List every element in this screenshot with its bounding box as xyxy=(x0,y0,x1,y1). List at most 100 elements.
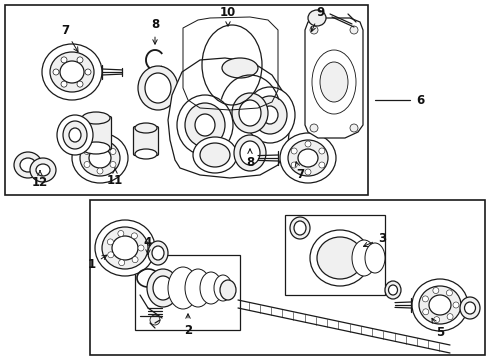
Circle shape xyxy=(77,81,83,87)
Bar xyxy=(135,255,240,330)
Circle shape xyxy=(53,69,59,75)
Text: 10: 10 xyxy=(220,5,236,26)
Polygon shape xyxy=(168,58,290,178)
Ellipse shape xyxy=(89,148,111,168)
Ellipse shape xyxy=(14,152,42,178)
Circle shape xyxy=(131,233,137,239)
FancyBboxPatch shape xyxy=(80,117,112,149)
Ellipse shape xyxy=(200,272,222,304)
Ellipse shape xyxy=(138,66,178,110)
Ellipse shape xyxy=(135,123,157,133)
Ellipse shape xyxy=(112,236,138,260)
Circle shape xyxy=(433,288,439,293)
Circle shape xyxy=(319,162,325,168)
Ellipse shape xyxy=(42,44,102,100)
Ellipse shape xyxy=(239,100,261,126)
Ellipse shape xyxy=(57,115,93,155)
Circle shape xyxy=(61,57,67,63)
Circle shape xyxy=(446,290,452,296)
Ellipse shape xyxy=(195,114,215,136)
Text: 12: 12 xyxy=(32,171,48,189)
Ellipse shape xyxy=(460,297,480,319)
Ellipse shape xyxy=(168,267,198,309)
Ellipse shape xyxy=(365,243,385,273)
Ellipse shape xyxy=(281,146,299,164)
Circle shape xyxy=(310,26,318,34)
Ellipse shape xyxy=(294,221,306,235)
Circle shape xyxy=(423,309,429,315)
Ellipse shape xyxy=(253,96,287,134)
Circle shape xyxy=(422,296,428,302)
Ellipse shape xyxy=(95,220,155,276)
Circle shape xyxy=(291,162,297,168)
Ellipse shape xyxy=(222,58,258,78)
Ellipse shape xyxy=(429,295,451,315)
Text: 8: 8 xyxy=(151,18,159,44)
Text: 6: 6 xyxy=(416,94,424,107)
Circle shape xyxy=(138,245,144,251)
Text: 1: 1 xyxy=(88,255,107,271)
Ellipse shape xyxy=(389,285,397,295)
Circle shape xyxy=(434,317,440,323)
Ellipse shape xyxy=(298,149,318,167)
Text: 7: 7 xyxy=(295,162,304,181)
Ellipse shape xyxy=(102,227,148,269)
Circle shape xyxy=(97,142,103,148)
Ellipse shape xyxy=(280,133,336,183)
Circle shape xyxy=(305,141,311,147)
Ellipse shape xyxy=(185,103,225,147)
Ellipse shape xyxy=(419,286,461,324)
Ellipse shape xyxy=(20,158,36,172)
Circle shape xyxy=(453,302,459,308)
Circle shape xyxy=(150,315,160,325)
Text: 11: 11 xyxy=(107,168,123,186)
Text: 4: 4 xyxy=(144,235,152,255)
Text: 9: 9 xyxy=(311,5,324,31)
Ellipse shape xyxy=(288,140,328,176)
Ellipse shape xyxy=(232,93,268,133)
Text: 7: 7 xyxy=(61,23,78,52)
Ellipse shape xyxy=(320,62,348,102)
Circle shape xyxy=(291,148,297,154)
Circle shape xyxy=(132,257,138,263)
Ellipse shape xyxy=(465,302,475,314)
Circle shape xyxy=(350,26,358,34)
Circle shape xyxy=(108,252,114,258)
Ellipse shape xyxy=(200,143,230,167)
Text: 5: 5 xyxy=(432,318,444,338)
Ellipse shape xyxy=(412,279,468,331)
Bar xyxy=(90,200,485,355)
Ellipse shape xyxy=(63,121,87,149)
Ellipse shape xyxy=(220,280,236,300)
Ellipse shape xyxy=(148,241,168,265)
Circle shape xyxy=(110,162,116,167)
Ellipse shape xyxy=(80,140,120,176)
Ellipse shape xyxy=(82,142,110,154)
Ellipse shape xyxy=(245,87,295,143)
Ellipse shape xyxy=(152,246,164,260)
Ellipse shape xyxy=(317,237,363,279)
Circle shape xyxy=(61,81,67,87)
Bar xyxy=(285,215,385,295)
Ellipse shape xyxy=(30,158,56,182)
Ellipse shape xyxy=(147,269,179,307)
Ellipse shape xyxy=(36,164,50,176)
Circle shape xyxy=(84,148,90,154)
Ellipse shape xyxy=(352,240,376,276)
Ellipse shape xyxy=(72,133,128,183)
Text: 8: 8 xyxy=(246,149,254,168)
Ellipse shape xyxy=(296,146,314,164)
Ellipse shape xyxy=(185,269,211,307)
Circle shape xyxy=(350,124,358,132)
Ellipse shape xyxy=(234,135,266,171)
Ellipse shape xyxy=(177,95,233,155)
Ellipse shape xyxy=(69,128,81,142)
Circle shape xyxy=(310,124,318,132)
Circle shape xyxy=(118,230,124,237)
Ellipse shape xyxy=(310,230,370,286)
Ellipse shape xyxy=(82,112,110,124)
Circle shape xyxy=(107,239,113,245)
Text: 2: 2 xyxy=(184,314,192,337)
Circle shape xyxy=(447,314,453,320)
Ellipse shape xyxy=(240,141,260,165)
